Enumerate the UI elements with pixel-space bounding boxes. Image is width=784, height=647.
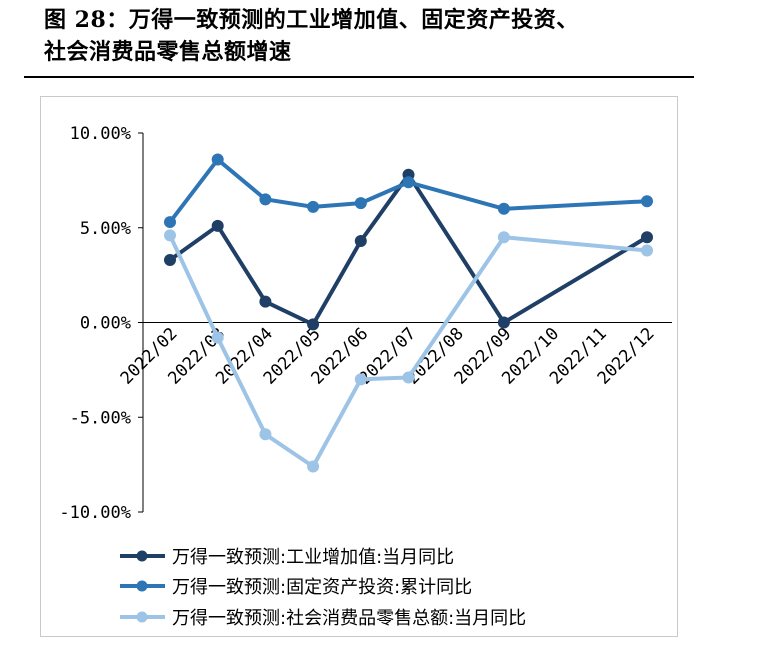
data-point-series-1: [641, 231, 653, 244]
data-point-series-2: [164, 216, 176, 229]
legend-label: 万得一致预测:工业增加值:当月同比: [172, 547, 454, 568]
y-tick-label: 0.00%: [80, 314, 131, 334]
data-point-series-2: [497, 202, 510, 215]
data-point-series-3: [211, 331, 224, 344]
legend-label: 万得一致预测:社会消费品零售总额:当月同比: [172, 608, 526, 629]
data-point-series-2: [307, 200, 320, 213]
legend-label: 万得一致预测:固定资产投资:累计同比: [172, 577, 472, 598]
data-point-series-3: [307, 460, 320, 473]
axes: 10.00%5.00%0.00%-5.00%-10.00%2022/022022…: [59, 124, 672, 523]
legend-swatch-marker: [136, 550, 148, 562]
data-point-series-3: [164, 229, 176, 242]
data-point-series-1: [259, 295, 272, 308]
figure-title: 图 28：万得一致预测的工业增加值、固定资产投资、 社会消费品零售总额增速: [44, 4, 704, 68]
series-line-3: [168, 234, 648, 469]
data-point-series-3: [402, 371, 415, 384]
y-tick-label: 5.00%: [80, 219, 131, 239]
data-point-series-3: [354, 373, 367, 386]
data-point-series-3: [641, 244, 653, 257]
y-tick-label: -10.00%: [59, 503, 131, 523]
y-tick-label: -5.00%: [70, 408, 131, 428]
series-lines: [168, 157, 649, 469]
data-point-series-2: [354, 197, 367, 210]
data-point-series-1: [211, 219, 224, 232]
chart-frame: [40, 96, 678, 637]
data-point-series-2: [259, 193, 272, 206]
data-point-series-1: [354, 235, 367, 248]
series-line-1: [168, 172, 649, 327]
data-point-series-2: [402, 176, 415, 189]
data-point-series-1: [497, 316, 510, 329]
data-point-series-2: [641, 195, 653, 208]
figure-title-line2: 社会消费品零售总额增速: [44, 39, 292, 65]
figure-title-line1: 图 28：万得一致预测的工业增加值、固定资产投资、: [44, 7, 579, 33]
y-tick-label: 10.00%: [70, 124, 131, 144]
legend-swatch-marker: [136, 580, 148, 592]
data-point-series-1: [164, 253, 176, 266]
title-underline: [24, 76, 694, 78]
data-point-series-1: [307, 318, 320, 331]
data-point-series-2: [211, 153, 224, 166]
legend-swatch-marker: [136, 611, 148, 623]
series-points: [164, 153, 653, 473]
data-point-series-3: [259, 428, 272, 441]
series-line-2: [168, 157, 648, 224]
legend: 万得一致预测:工业增加值:当月同比万得一致预测:固定资产投资:累计同比万得一致预…: [120, 547, 526, 629]
data-point-series-3: [497, 231, 510, 244]
